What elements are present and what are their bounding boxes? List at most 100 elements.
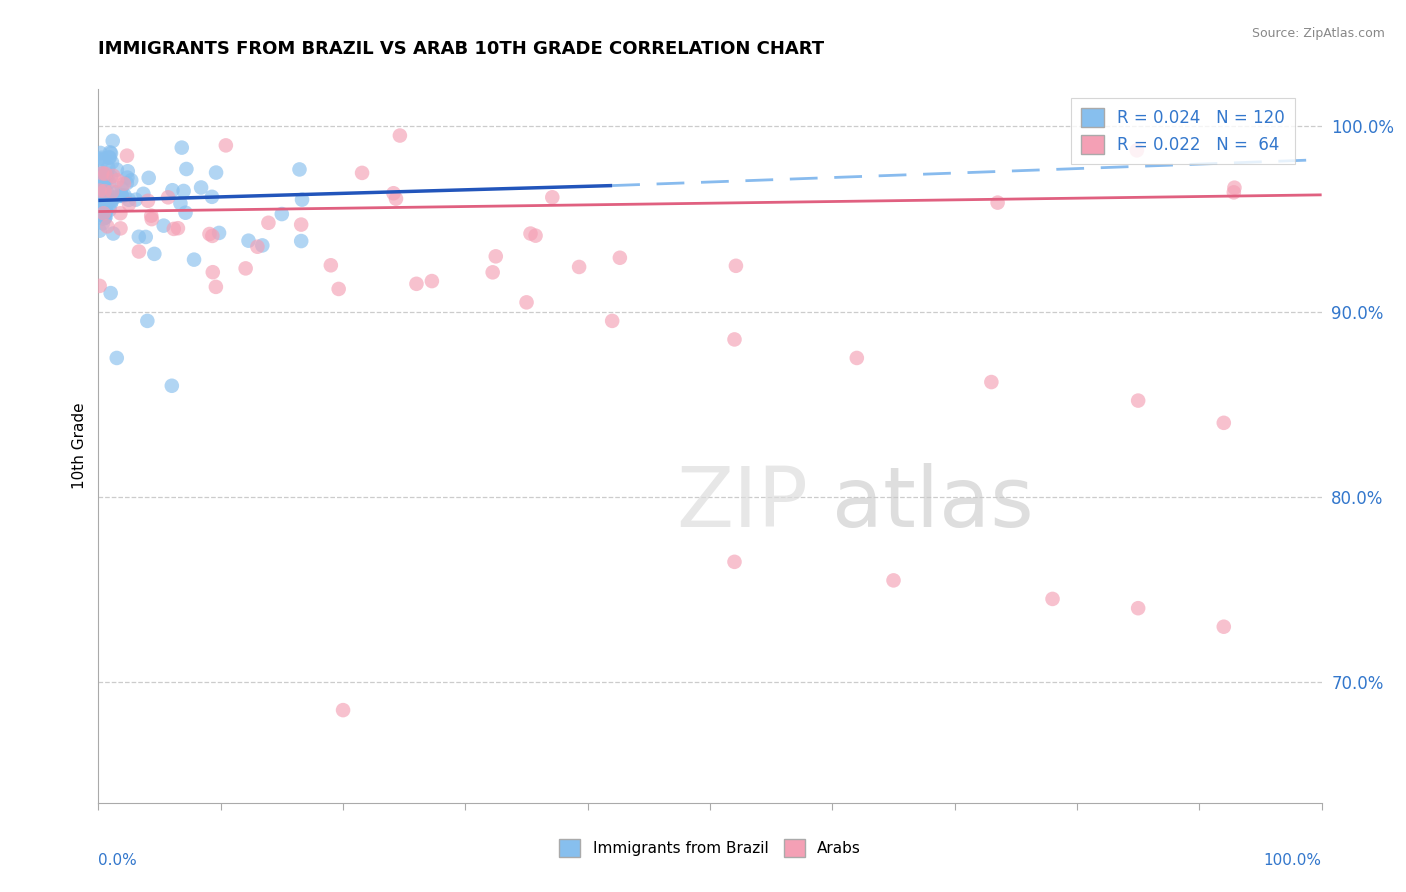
Point bbox=[105, 351, 128, 365]
Point bbox=[205, 165, 228, 179]
Point bbox=[96, 192, 118, 206]
Point bbox=[90, 194, 112, 209]
Point bbox=[89, 192, 111, 206]
Point bbox=[152, 219, 174, 233]
Text: IMMIGRANTS FROM BRAZIL VS ARAB 10TH GRADE CORRELATION CHART: IMMIGRANTS FROM BRAZIL VS ARAB 10TH GRAD… bbox=[98, 40, 824, 58]
Point bbox=[96, 186, 118, 200]
Point bbox=[176, 161, 198, 176]
Point bbox=[90, 167, 112, 181]
Text: atlas: atlas bbox=[832, 463, 1033, 543]
Point bbox=[110, 221, 132, 235]
Point bbox=[160, 378, 183, 392]
Point bbox=[89, 152, 111, 166]
Point bbox=[987, 195, 1010, 210]
Point bbox=[128, 244, 150, 259]
Point bbox=[1223, 186, 1246, 200]
Point bbox=[97, 176, 120, 190]
Point bbox=[138, 170, 160, 185]
Point bbox=[205, 280, 228, 294]
Point bbox=[96, 169, 118, 184]
Point bbox=[94, 211, 117, 225]
Point bbox=[1128, 601, 1150, 615]
Point bbox=[117, 170, 139, 185]
Point bbox=[157, 190, 180, 204]
Point bbox=[420, 274, 443, 288]
Point bbox=[108, 189, 131, 203]
Point bbox=[91, 181, 114, 195]
Point bbox=[93, 178, 115, 192]
Point bbox=[980, 375, 1002, 389]
Point bbox=[385, 192, 408, 206]
Point bbox=[103, 190, 125, 204]
Point bbox=[201, 190, 224, 204]
Point bbox=[382, 186, 405, 201]
Point bbox=[91, 182, 114, 196]
Point bbox=[94, 186, 117, 200]
Point bbox=[101, 185, 124, 199]
Point bbox=[93, 203, 115, 218]
Point bbox=[100, 194, 122, 208]
Point bbox=[609, 251, 631, 265]
Point bbox=[100, 146, 122, 161]
Point bbox=[90, 151, 112, 165]
Point bbox=[100, 196, 122, 211]
Point bbox=[115, 148, 138, 162]
Point bbox=[91, 166, 114, 180]
Point bbox=[125, 193, 148, 207]
Point bbox=[91, 165, 114, 179]
Point bbox=[541, 190, 564, 204]
Point bbox=[1126, 144, 1149, 158]
Point bbox=[96, 219, 118, 234]
Point bbox=[89, 207, 111, 221]
Point bbox=[141, 209, 163, 223]
Point bbox=[89, 278, 111, 293]
Point bbox=[93, 173, 115, 187]
Point bbox=[291, 193, 314, 207]
Point bbox=[93, 186, 115, 201]
Point bbox=[117, 164, 139, 178]
Point bbox=[352, 166, 374, 180]
Point bbox=[1128, 393, 1150, 408]
Point bbox=[103, 227, 125, 241]
Point bbox=[93, 169, 115, 184]
Point bbox=[94, 171, 117, 186]
Point bbox=[190, 180, 212, 194]
Point bbox=[91, 185, 114, 199]
Point bbox=[100, 169, 122, 184]
Point bbox=[89, 197, 111, 211]
Point bbox=[723, 555, 745, 569]
Point bbox=[201, 265, 224, 279]
Point bbox=[96, 204, 118, 219]
Point bbox=[90, 177, 112, 191]
Point bbox=[600, 314, 623, 328]
Point bbox=[388, 128, 411, 143]
Text: Source: ZipAtlas.com: Source: ZipAtlas.com bbox=[1251, 27, 1385, 40]
Point bbox=[105, 186, 128, 200]
Point bbox=[111, 189, 134, 203]
Point bbox=[111, 188, 134, 202]
Point bbox=[270, 207, 292, 221]
Point bbox=[1212, 620, 1234, 634]
Point bbox=[319, 258, 342, 272]
Point bbox=[89, 169, 111, 184]
Point bbox=[135, 230, 157, 244]
Point bbox=[110, 180, 132, 194]
Point bbox=[100, 194, 122, 209]
Point bbox=[183, 252, 205, 267]
Point bbox=[568, 260, 591, 274]
Point bbox=[89, 224, 111, 238]
Point bbox=[481, 265, 503, 279]
Point bbox=[98, 150, 121, 164]
Point bbox=[118, 193, 141, 207]
Point bbox=[128, 229, 150, 244]
Point bbox=[120, 173, 142, 187]
Point bbox=[93, 206, 115, 220]
Point bbox=[105, 173, 128, 187]
Point bbox=[163, 222, 186, 236]
Point bbox=[93, 211, 115, 226]
Point bbox=[136, 314, 159, 328]
Text: 100.0%: 100.0% bbox=[1264, 853, 1322, 868]
Text: ZIP: ZIP bbox=[676, 463, 808, 543]
Point bbox=[173, 184, 195, 198]
Point bbox=[101, 155, 124, 169]
